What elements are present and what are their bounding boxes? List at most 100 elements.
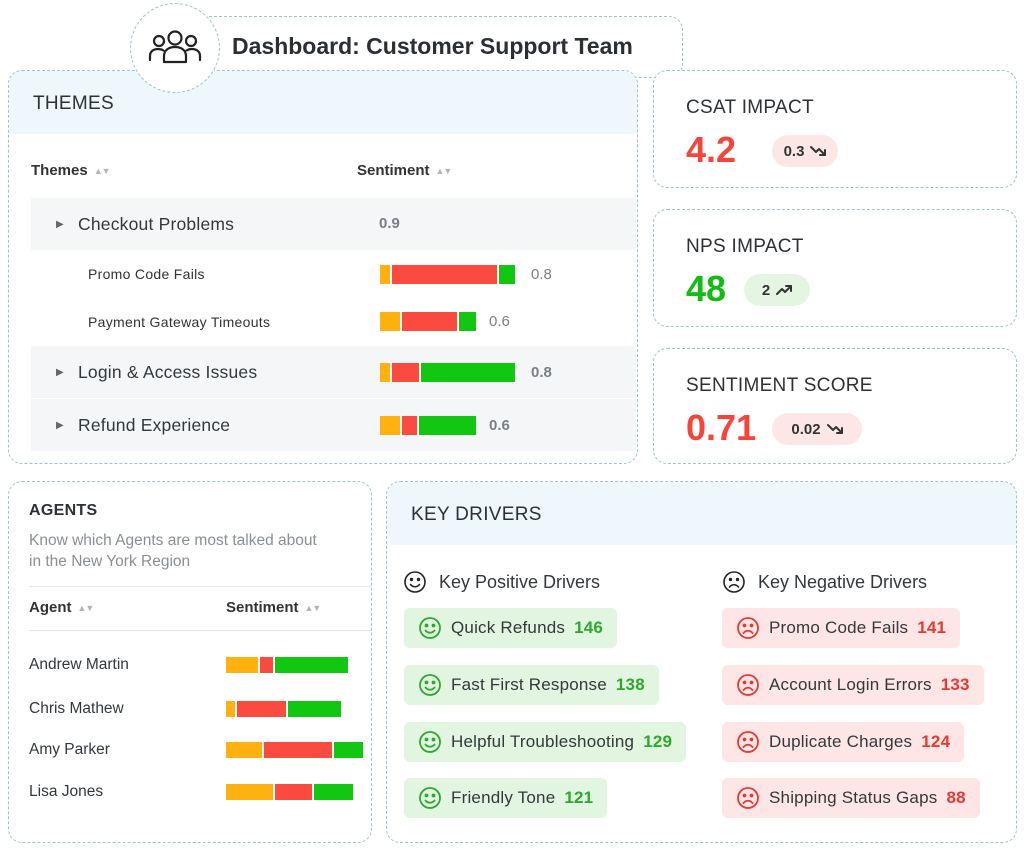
metric-title: SENTIMENT SCORE	[686, 375, 873, 396]
positive-driver-chip[interactable]: Helpful Troubleshooting 129	[404, 722, 687, 762]
driver-count: 129	[643, 732, 673, 751]
positive-driver-chip[interactable]: Friendly Tone 121	[404, 778, 608, 818]
neutral-segment	[380, 416, 401, 435]
metric-title: CSAT IMPACT	[686, 97, 814, 118]
metric-change-value: 0.3	[783, 142, 805, 160]
expand-icon[interactable]: ▶	[56, 419, 64, 431]
sort-icon[interactable]: ▲▼	[93, 166, 111, 177]
negative-segment	[236, 701, 286, 717]
driver-count: 121	[564, 788, 594, 807]
theme-sentiment-value: 0.6	[489, 417, 510, 434]
users-icon	[148, 30, 202, 64]
trend-down-icon	[810, 146, 827, 156]
negative-drivers-title: Key Negative Drivers	[758, 571, 928, 592]
positive-drivers-heading: Key Positive Drivers	[403, 570, 600, 594]
theme-row-refund-experience[interactable]: ▶ Refund Experience	[31, 399, 636, 451]
metric-title: NPS IMPACT	[686, 236, 804, 257]
theme-sentiment-value: 0.6	[489, 313, 510, 330]
agent-column-header[interactable]: Agent ▲▼	[29, 599, 95, 616]
neutral-segment	[226, 657, 258, 673]
agent-sentiment-bar	[226, 701, 341, 717]
sort-icon[interactable]: ▲▼	[304, 603, 322, 614]
theme-sentiment-value: 0.8	[531, 364, 552, 381]
agent-name[interactable]: Andrew Martin	[29, 656, 129, 673]
negative-segment	[392, 363, 419, 382]
driver-label: Duplicate Charges	[769, 732, 913, 751]
driver-count: 141	[917, 618, 947, 637]
positive-segment	[274, 657, 348, 673]
positive-driver-chip[interactable]: Fast First Response 138	[404, 665, 659, 705]
frown-icon	[723, 571, 745, 593]
positive-segment	[313, 784, 353, 800]
driver-label: Shipping Status Gaps	[769, 788, 938, 807]
agents-card: AGENTS Know which Agents are most talked…	[8, 481, 372, 843]
agent-sentiment-column-header[interactable]: Sentiment ▲▼	[226, 599, 322, 616]
positive-segment	[287, 701, 341, 717]
sentiment-column-header[interactable]: Sentiment ▲▼	[357, 162, 453, 179]
nps-impact-card: NPS IMPACT 48 2	[653, 209, 1017, 327]
metric-change-badge: 0.02	[772, 413, 862, 445]
negative-segment	[402, 312, 458, 331]
agents-description: Know which Agents are most talked about …	[29, 532, 317, 570]
driver-label: Account Login Errors	[769, 675, 932, 694]
agents-title: AGENTS	[29, 502, 98, 519]
neutral-segment	[380, 312, 401, 331]
driver-count: 133	[940, 675, 970, 694]
dashboard-title-bar: Dashboard: Customer Support Team	[175, 16, 683, 78]
key-drivers-card: KEY DRIVERS Key Positive Drivers Key Neg…	[386, 481, 1017, 843]
driver-count: 124	[921, 732, 951, 751]
sentiment-bar	[380, 416, 476, 435]
smile-icon	[419, 731, 441, 753]
metric-change-value: 0.02	[791, 420, 821, 438]
agent-sentiment-bar	[226, 742, 363, 758]
negative-segment	[274, 784, 312, 800]
negative-segment	[263, 742, 332, 758]
expand-icon[interactable]: ▶	[56, 366, 64, 378]
theme-label: Promo Code Fails	[88, 266, 205, 282]
positive-driver-chip[interactable]: Quick Refunds 146	[404, 608, 618, 648]
divider	[29, 630, 371, 631]
agent-name[interactable]: Chris Mathew	[29, 700, 124, 717]
theme-sentiment-value: 0.9	[379, 215, 400, 232]
agent-sentiment-bar	[226, 657, 348, 673]
csat-impact-card: CSAT IMPACT 4.2 0.3	[653, 70, 1017, 188]
positive-segment	[459, 312, 476, 331]
metric-value: 4.2	[686, 129, 737, 170]
themes-card: THEMES Themes ▲▼ Sentiment ▲▼ ▶ Checkout P…	[8, 70, 638, 464]
agent-name[interactable]: Lisa Jones	[29, 783, 104, 800]
driver-label: Friendly Tone	[451, 788, 556, 807]
positive-segment	[418, 416, 476, 435]
negative-drivers-heading: Key Negative Drivers	[722, 570, 927, 594]
driver-count: 146	[574, 618, 604, 637]
theme-label: Refund Experience	[78, 414, 231, 435]
negative-driver-chip[interactable]: Promo Code Fails 141	[722, 608, 961, 648]
sort-icon[interactable]: ▲▼	[77, 603, 95, 614]
agent-sentiment-bar	[226, 784, 353, 800]
driver-count: 138	[615, 675, 645, 694]
expand-icon[interactable]: ▶	[56, 218, 64, 230]
driver-label: Quick Refunds	[451, 618, 566, 637]
theme-row-promo-code-fails[interactable]: Promo Code Fails	[31, 251, 636, 297]
driver-label: Promo Code Fails	[769, 618, 909, 637]
positive-drivers-title: Key Positive Drivers	[439, 571, 601, 592]
sentiment-bar	[380, 312, 476, 331]
negative-driver-chip[interactable]: Duplicate Charges 124	[722, 722, 965, 762]
theme-row-login-access-issues[interactable]: ▶ Login & Access Issues	[31, 346, 636, 398]
themes-column-header[interactable]: Themes ▲▼	[31, 162, 111, 179]
sort-icon[interactable]: ▲▼	[435, 166, 453, 177]
smile-icon	[419, 617, 441, 639]
agent-name[interactable]: Amy Parker	[29, 741, 110, 758]
trend-up-icon	[776, 285, 793, 295]
neutral-segment	[380, 265, 391, 284]
frown-icon	[737, 731, 759, 753]
sentiment-score-card: SENTIMENT SCORE 0.71 0.02	[653, 348, 1017, 464]
key-drivers-title: KEY DRIVERS	[387, 482, 1016, 545]
sentiment-bar	[380, 363, 515, 382]
theme-row-checkout-problems[interactable]: ▶ Checkout Problems	[31, 198, 636, 250]
negative-driver-chip[interactable]: Account Login Errors 133	[722, 665, 984, 705]
page-title: Dashboard: Customer Support Team	[232, 33, 633, 59]
neutral-segment	[380, 363, 391, 382]
themes-title: THEMES	[9, 71, 637, 134]
theme-row-payment-gateway-timeouts[interactable]: Payment Gateway Timeouts	[31, 298, 636, 345]
negative-driver-chip[interactable]: Shipping Status Gaps 88	[722, 778, 980, 818]
